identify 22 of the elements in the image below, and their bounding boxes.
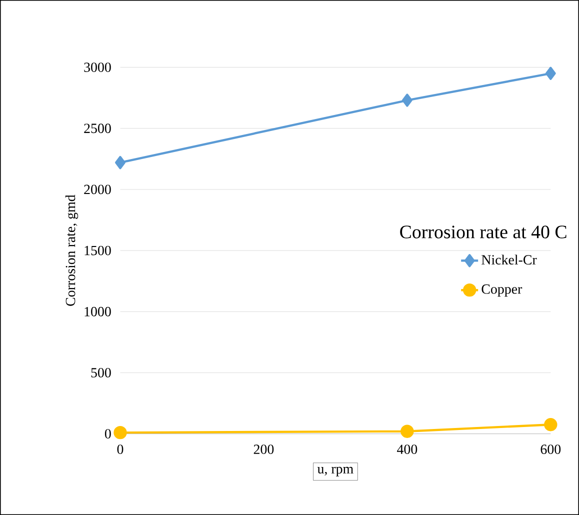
- y-tick-label: 1000: [84, 306, 111, 316]
- x-tick-label: 600: [540, 444, 561, 454]
- y-tick-label: 2500: [84, 124, 111, 134]
- x-tick-label: 400: [397, 444, 418, 454]
- x-axis-title: u, rpm: [317, 466, 354, 476]
- point: [115, 156, 126, 170]
- legend-label: Nickel-Cr: [482, 254, 537, 264]
- legend-label: Copper: [482, 284, 522, 297]
- y-axis-title: Corrosion rate, gmd: [65, 194, 78, 306]
- x-tick-label: 200: [254, 444, 274, 454]
- point: [400, 424, 414, 438]
- y-tick-label: 2000: [84, 184, 111, 194]
- point: [402, 94, 412, 107]
- y-tick-label: 0: [104, 429, 111, 438]
- x-tick-label: 0: [117, 444, 124, 454]
- point: [544, 418, 558, 432]
- point: [114, 426, 127, 440]
- legend-title: Corrosion rate at 40 C: [400, 226, 566, 238]
- point: [545, 66, 556, 80]
- y-tick-label: 500: [91, 368, 111, 378]
- y-tick-label: 3000: [84, 62, 111, 72]
- y-tick-label: 1500: [84, 246, 111, 256]
